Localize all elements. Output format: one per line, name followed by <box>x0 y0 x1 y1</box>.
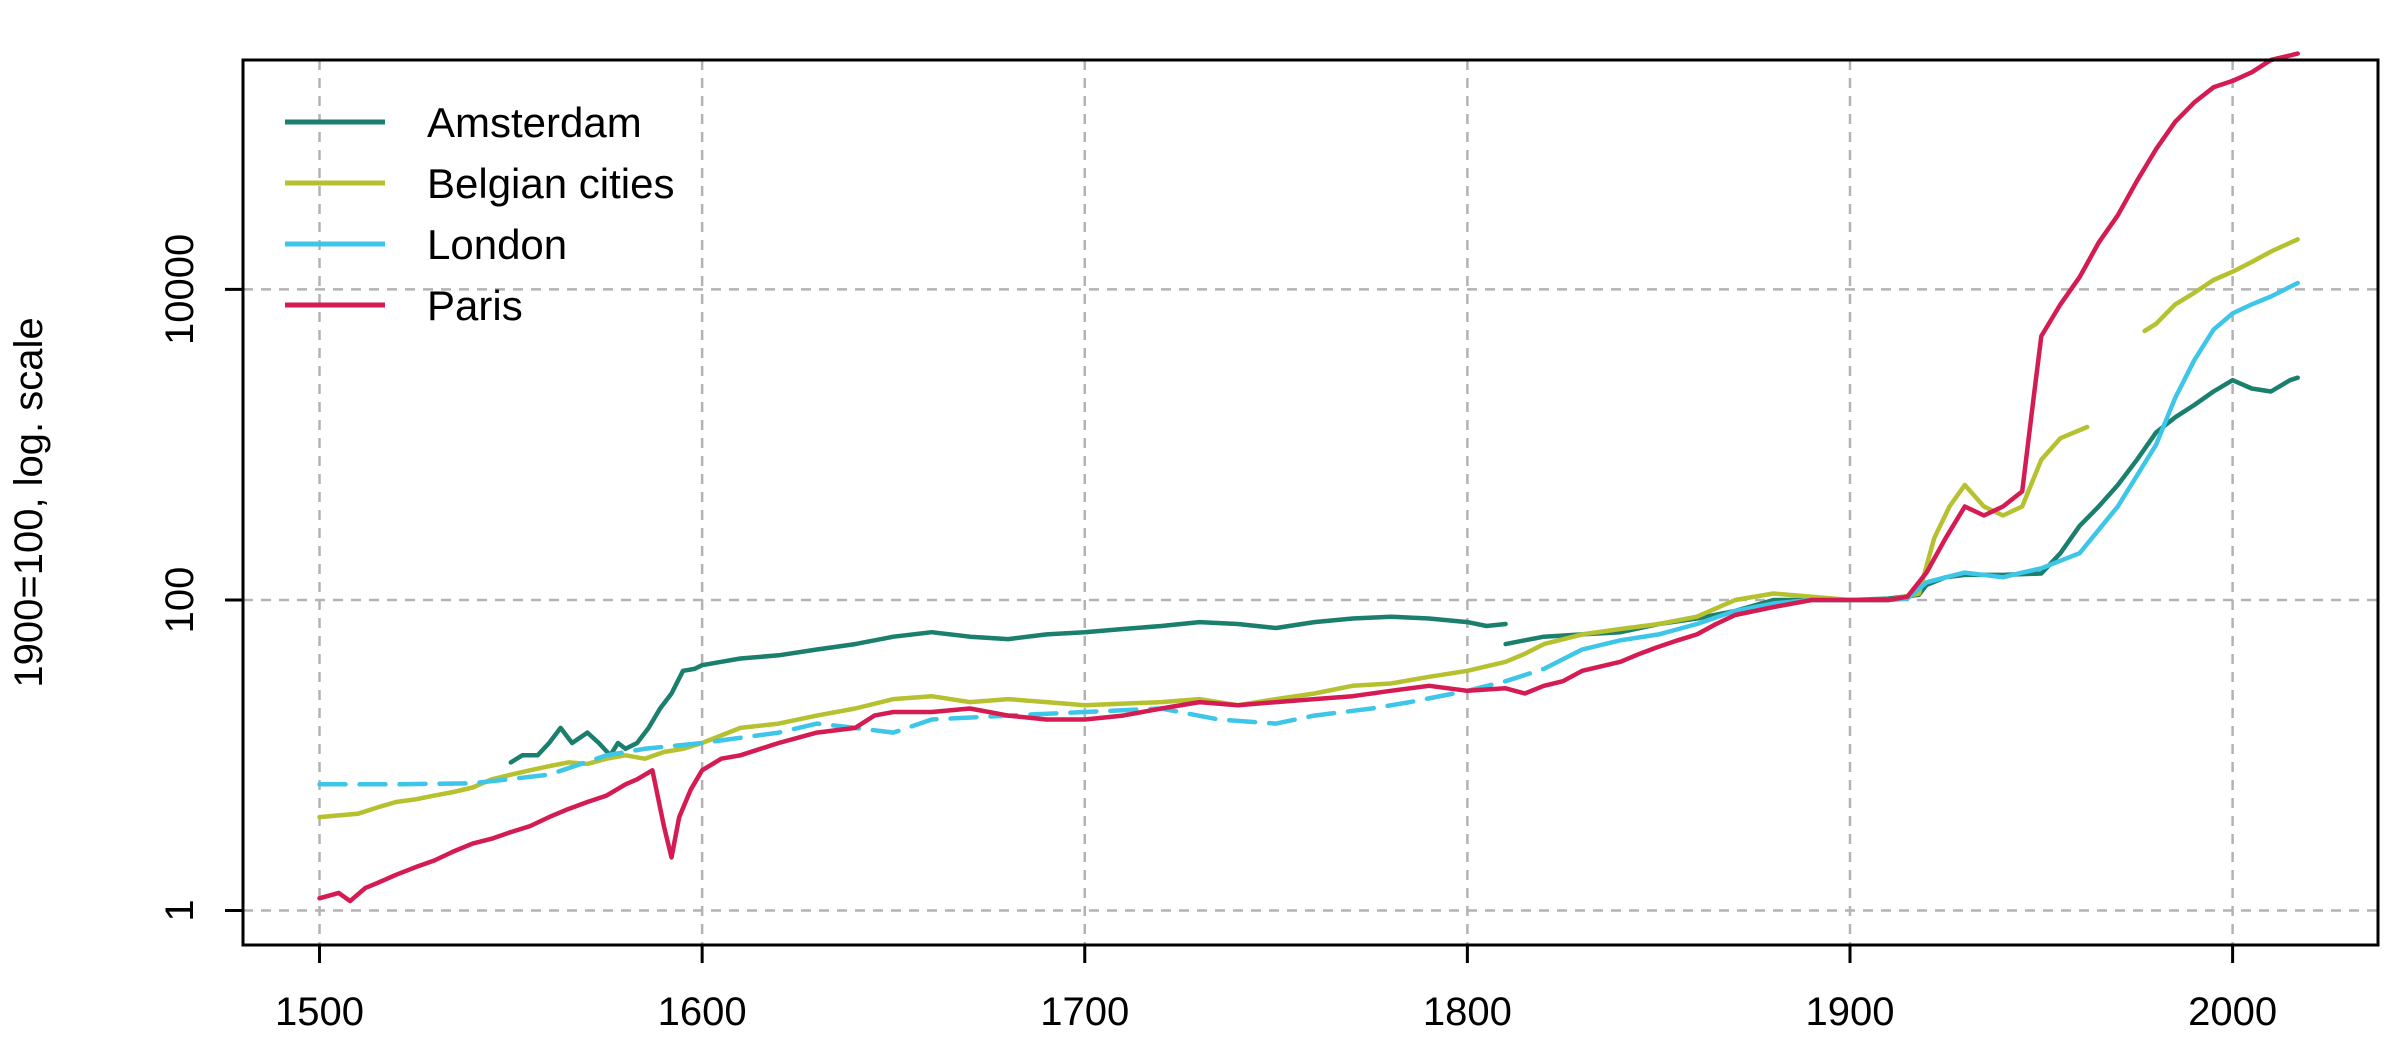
series-paris <box>317 51 2300 904</box>
series-line <box>1503 375 2300 647</box>
x-tick-label: 1600 <box>658 990 747 1034</box>
series-line <box>508 614 1508 765</box>
series-line <box>317 666 1547 787</box>
legend-label: Amsterdam <box>427 99 642 146</box>
plot-frame <box>241 58 2380 947</box>
series-line <box>317 51 2300 904</box>
series-line <box>1541 280 2300 672</box>
series-line <box>2142 237 2300 334</box>
y-tick-label: 1 <box>158 899 202 921</box>
x-tick-label: 1800 <box>1423 990 1512 1034</box>
axes-layer: 1500 1600 1700 1800 1900 2000 1 100 10000 <box>158 234 2277 1034</box>
legend: Amsterdam Belgian cities London Paris <box>285 99 674 329</box>
legend-item: London <box>285 221 567 268</box>
series-belgian-cities <box>317 237 2300 820</box>
legend-label: Paris <box>427 282 523 329</box>
legend-label: London <box>427 221 567 268</box>
grid-layer <box>243 60 2378 945</box>
x-tick-label: 1900 <box>1805 990 1894 1034</box>
y-tick-label: 10000 <box>158 234 202 345</box>
x-tick-label: 2000 <box>2188 990 2277 1034</box>
x-tick-label: 1500 <box>275 990 364 1034</box>
y-tick-label: 100 <box>158 567 202 634</box>
legend-item: Amsterdam <box>285 99 642 146</box>
y-axis-title: 1900=100, log. scale <box>7 317 51 687</box>
series-london <box>317 280 2300 787</box>
legend-item: Belgian cities <box>285 160 674 207</box>
legend-item: Paris <box>285 282 523 329</box>
x-tick-label: 1700 <box>1040 990 1129 1034</box>
legend-label: Belgian cities <box>427 160 674 207</box>
series-layer <box>317 51 2300 904</box>
